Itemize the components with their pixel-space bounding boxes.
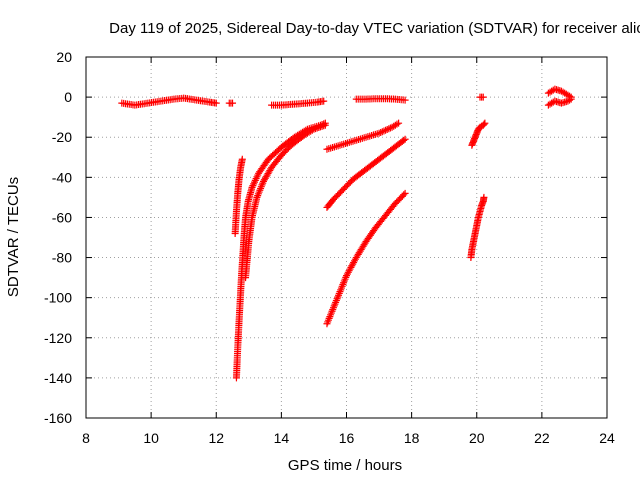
plot-frame [85,56,608,419]
x-tick-label: 10 [143,430,159,446]
y-tick-label: -160 [44,410,72,426]
y-tick-label: -140 [44,370,72,386]
data-point [400,191,408,199]
series-arc-h [232,119,329,382]
x-tick-label: 18 [404,430,420,446]
series-arc-a [118,94,220,109]
data-point [479,93,487,101]
data-point [401,135,409,143]
y-tick-label: 0 [64,89,72,105]
grid-layer [86,57,607,418]
data-point [378,128,386,136]
x-tick-label: 16 [339,430,355,446]
data-point [395,119,403,127]
data-point [480,193,488,201]
data-point [308,126,316,134]
x-tick-label: 22 [534,430,550,446]
data-point [383,125,391,133]
series-arc-l [323,135,409,211]
series-arc-c [268,97,328,109]
x-tick-label: 8 [82,430,90,446]
data-point [567,95,575,103]
data-point [229,99,237,107]
series-arc-e [476,93,487,101]
x-tick-label: 24 [599,430,615,446]
series-arc-f [544,85,575,101]
series-arc-i [231,155,246,237]
series-arc-b [225,99,237,107]
chart-title: Day 119 of 2025, Sidereal Day-to-day VTE… [109,20,640,37]
series-arc-m [323,189,409,328]
y-tick-label: -20 [52,129,72,145]
data-point [400,136,408,144]
data-point [393,120,401,128]
series-arc-g [544,95,575,109]
y-tick-label: -60 [52,209,72,225]
x-tick-label: 12 [208,430,224,446]
data-point [212,99,220,107]
series-arc-d [352,95,409,104]
y-tick-label: -80 [52,250,72,266]
data-point [385,125,393,133]
series-arc-o [467,193,488,262]
data-point [375,129,383,137]
series-arc-n [468,119,489,149]
y-tick-label: 20 [56,49,72,65]
tick-layer: 8 10 12 14 16 18 20 22 24 20 0 -20 -40 -60 -80 -100 -120… [44,49,615,446]
data-point [566,96,574,104]
data-point [401,96,409,104]
data-point [321,121,329,129]
series-arc-k [323,119,403,153]
data-point [380,127,388,135]
y-tick-label: -40 [52,169,72,185]
x-tick-label: 20 [469,430,485,446]
data-point [382,126,390,134]
y-tick-label: -120 [44,330,72,346]
data-point [320,97,328,105]
y-axis-label: SDTVAR / TECUs [5,177,22,297]
data-point [480,120,488,128]
data-point [238,155,246,163]
x-tick-label: 14 [274,430,290,446]
series-arc-j [242,121,329,282]
data-point [377,128,385,136]
y-tick-label: -100 [44,290,72,306]
data-layer [118,85,575,382]
data-point [401,189,409,197]
data-point [481,119,489,127]
x-axis-label: GPS time / hours [288,457,402,474]
